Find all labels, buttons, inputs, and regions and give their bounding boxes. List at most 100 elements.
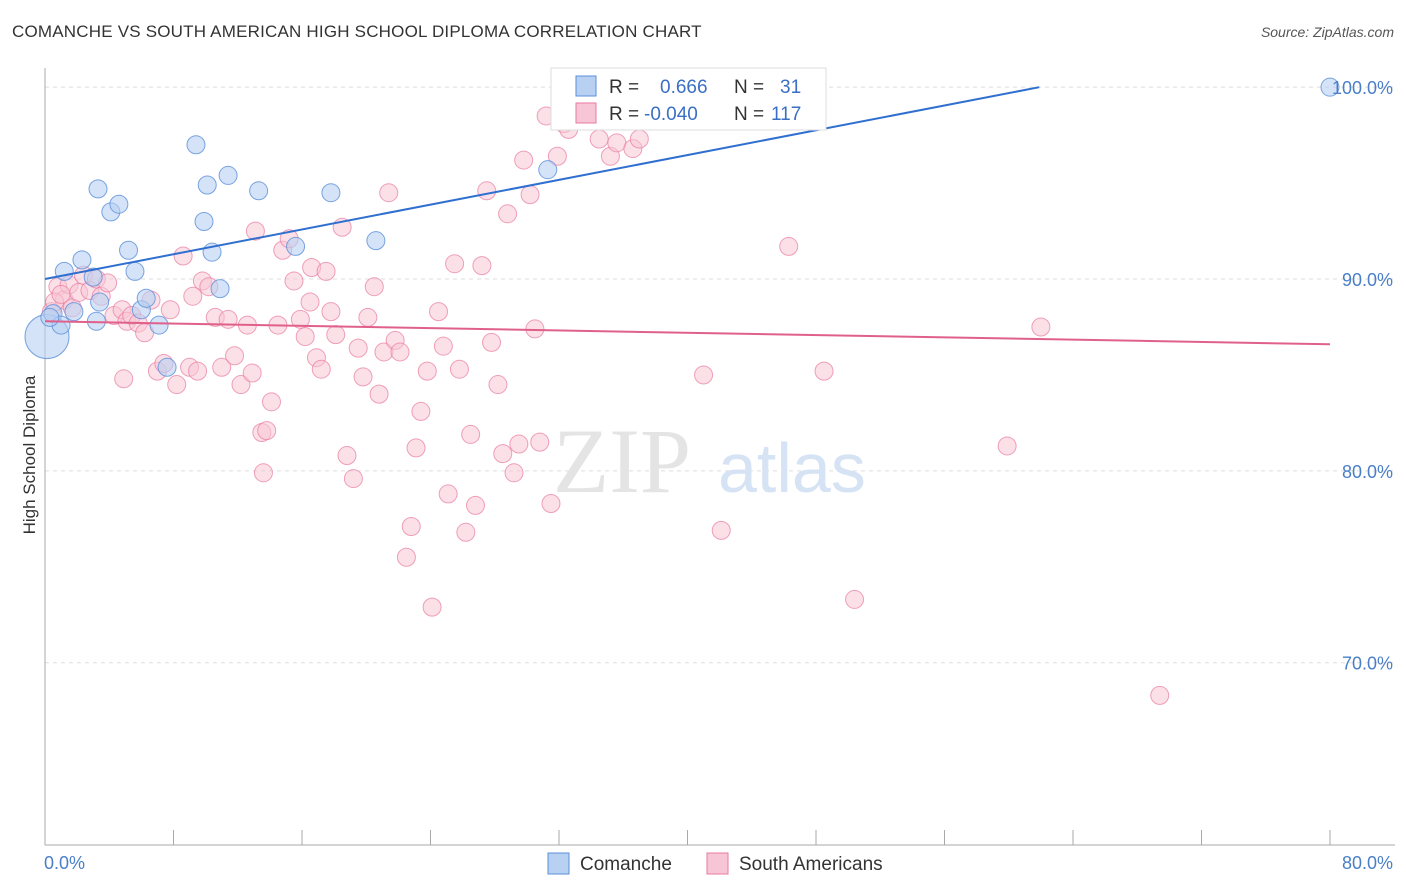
legend-swatch-south-americans bbox=[575, 102, 597, 124]
south-americans-point-31 bbox=[225, 346, 245, 366]
south-americans-point-64 bbox=[401, 517, 421, 537]
south-americans-point-66 bbox=[411, 401, 431, 421]
comanche-point-8 bbox=[88, 179, 108, 199]
comanche-point-16 bbox=[149, 315, 169, 335]
south-americans-point-114 bbox=[114, 369, 134, 389]
south-americans-point-32 bbox=[231, 375, 251, 395]
south-americans-point-21 bbox=[167, 375, 187, 395]
south-americans-point-42 bbox=[284, 271, 304, 291]
comanche-point-13 bbox=[125, 261, 145, 281]
south-americans-point-43 bbox=[290, 309, 310, 329]
south-americans-point-65 bbox=[406, 438, 426, 458]
comanche-point-3 bbox=[54, 261, 74, 281]
south-americans-point-79 bbox=[482, 332, 502, 352]
south-americans-point-104 bbox=[694, 365, 714, 385]
south-americans-point-99 bbox=[607, 133, 627, 153]
south-americans-point-20 bbox=[160, 300, 180, 320]
comanche-point-28 bbox=[538, 160, 558, 180]
south-americans-point-25 bbox=[188, 361, 208, 381]
legend-swatch-comanche bbox=[575, 75, 597, 97]
south-americans-point-63 bbox=[396, 547, 416, 567]
bottom-legend-comanche: Comanche bbox=[580, 854, 672, 875]
comanche-points bbox=[24, 77, 1340, 377]
legend-n-label-south-americans: N = bbox=[734, 104, 764, 125]
south-americans-point-90 bbox=[541, 494, 561, 514]
south-americans-point-83 bbox=[504, 463, 524, 483]
south-americans-point-84 bbox=[509, 434, 529, 454]
comanche-point-17 bbox=[157, 357, 177, 377]
comanche-point-11 bbox=[109, 194, 129, 214]
south-americans-point-69 bbox=[429, 302, 449, 322]
south-americans-point-76 bbox=[465, 495, 485, 515]
south-americans-point-86 bbox=[520, 185, 540, 205]
comanche-point-24 bbox=[249, 181, 269, 201]
legend-box: R = 0.666 N = 31 R = -0.040 N = 117 bbox=[550, 67, 827, 131]
south-americans-point-91 bbox=[547, 146, 567, 166]
south-americans-point-78 bbox=[477, 181, 497, 201]
bottom-legend-south-americans: South Americans bbox=[739, 854, 883, 875]
south-americans-point-52 bbox=[337, 446, 357, 466]
comanche-point-23 bbox=[218, 165, 238, 185]
x-tick-label-1: 80.0% bbox=[1342, 853, 1393, 873]
south-americans-point-72 bbox=[445, 254, 465, 274]
south-americans-point-67 bbox=[417, 361, 437, 381]
legend-n-value-south-americans: 117 bbox=[771, 104, 801, 125]
comanche-point-4 bbox=[64, 302, 84, 322]
south-americans-point-71 bbox=[438, 484, 458, 504]
y-tick-label-1: 90.0% bbox=[1342, 270, 1393, 290]
legend-r-value-comanche: 0.666 bbox=[660, 77, 708, 98]
y-axis-label: High School Diploma bbox=[20, 375, 39, 534]
chart-title: COMANCHE VS SOUTH AMERICAN HIGH SCHOOL D… bbox=[12, 22, 702, 41]
bottom-legend-swatch-comanche bbox=[547, 852, 570, 875]
comanche-trend-line bbox=[44, 86, 1040, 281]
south-americans-point-38 bbox=[261, 392, 281, 412]
south-americans-point-60 bbox=[379, 183, 399, 203]
comanche-point-26 bbox=[321, 183, 341, 203]
legend-frame bbox=[550, 67, 827, 131]
south-americans-point-37 bbox=[257, 421, 277, 441]
south-americans-point-108 bbox=[845, 589, 865, 609]
south-americans-point-110 bbox=[1031, 317, 1051, 337]
south-americans-point-75 bbox=[461, 424, 481, 444]
source-label: Source: ZipAtlas.com bbox=[1260, 24, 1394, 40]
south-americans-point-35 bbox=[245, 221, 265, 241]
legend-n-value-comanche: 31 bbox=[780, 77, 801, 98]
south-americans-point-80 bbox=[488, 375, 508, 395]
south-americans-point-101 bbox=[629, 129, 649, 149]
legend-r-label-south-americans: R = bbox=[609, 104, 639, 125]
south-americans-point-24 bbox=[183, 286, 203, 306]
bottom-legend-swatch-south-americans bbox=[706, 852, 729, 875]
watermark: ZIP atlas bbox=[553, 410, 866, 512]
comanche-point-20 bbox=[197, 175, 217, 195]
legend-n-label-comanche: N = bbox=[734, 77, 764, 98]
comanche-point-29 bbox=[1320, 77, 1340, 97]
south-americans-point-81 bbox=[493, 444, 513, 464]
south-americans-point-54 bbox=[348, 338, 368, 358]
bottom-legend: Comanche South Americans bbox=[547, 852, 883, 875]
south-americans-point-77 bbox=[472, 256, 492, 276]
south-americans-point-50 bbox=[326, 325, 346, 345]
south-americans-point-56 bbox=[358, 307, 378, 327]
south-americans-point-116 bbox=[300, 292, 320, 312]
south-americans-point-106 bbox=[779, 236, 799, 256]
y-tick-label-2: 80.0% bbox=[1342, 462, 1393, 482]
comanche-point-18 bbox=[186, 135, 206, 155]
south-americans-point-115 bbox=[253, 463, 273, 483]
comanche-point-25 bbox=[286, 236, 306, 256]
south-americans-point-57 bbox=[364, 277, 384, 297]
y-tick-label-0: 100.0% bbox=[1332, 78, 1393, 98]
south-americans-point-62 bbox=[390, 342, 410, 362]
south-americans-trend-line bbox=[44, 320, 1331, 346]
watermark-atlas: atlas bbox=[718, 429, 866, 507]
south-americans-point-34 bbox=[242, 363, 262, 383]
south-americans-point-53 bbox=[343, 469, 363, 489]
comanche-point-12 bbox=[119, 240, 139, 260]
watermark-zip: ZIP bbox=[553, 410, 691, 512]
comanche-point-15 bbox=[136, 288, 156, 308]
south-americans-point-22 bbox=[173, 246, 193, 266]
y-tick-labels: 100.0% 90.0% 80.0% 70.0% bbox=[1332, 78, 1393, 674]
south-americans-point-85 bbox=[514, 150, 534, 170]
trend-lines bbox=[44, 86, 1331, 346]
south-americans-point-74 bbox=[456, 522, 476, 542]
south-americans-point-73 bbox=[449, 359, 469, 379]
